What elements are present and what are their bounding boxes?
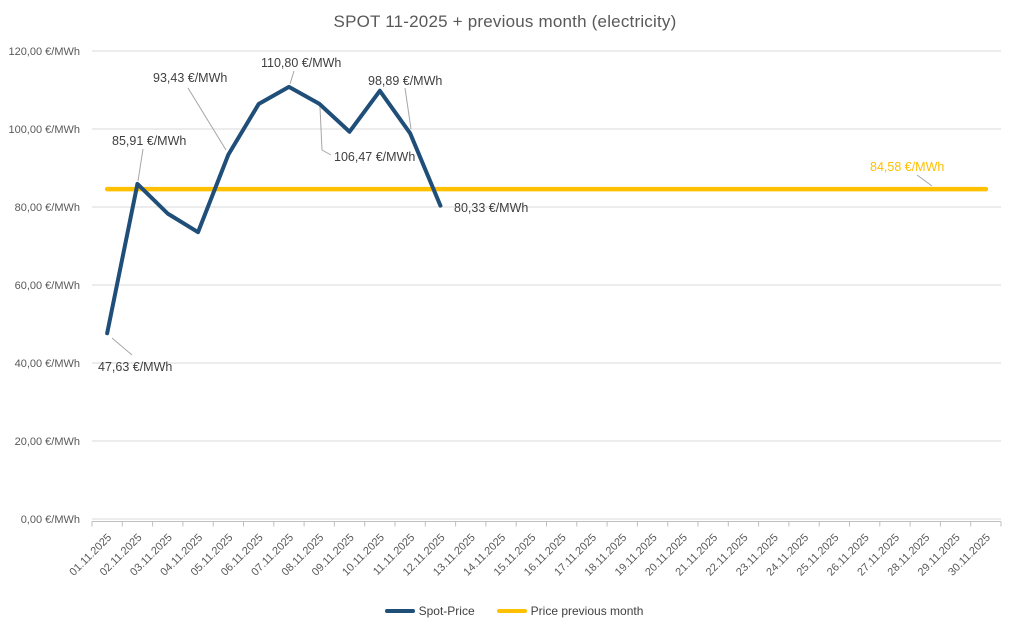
- y-axis-tick-label: 60,00 €/MWh: [15, 280, 80, 292]
- legend-label-price-previous-month: Price previous month: [530, 604, 644, 618]
- legend: Spot-Price Price previous month: [0, 604, 1024, 618]
- data-label-leader-line: [916, 174, 933, 187]
- y-axis-tick-label: 80,00 €/MWh: [15, 202, 80, 214]
- data-label: 80,33 €/MWh: [454, 201, 528, 215]
- data-label: 93,43 €/MWh: [153, 71, 227, 85]
- data-label-leader-line: [319, 106, 332, 156]
- y-axis-tick-label: 20,00 €/MWh: [15, 436, 80, 448]
- data-label: 106,47 €/MWh: [334, 150, 415, 164]
- data-label-leader-line: [289, 70, 295, 85]
- spot-price-line: [105, 84, 443, 336]
- data-label-leader-line: [187, 87, 227, 151]
- spot-price-line-sample: [384, 609, 415, 613]
- y-axis-tick-label: 100,00 €/MWh: [8, 124, 80, 136]
- data-label: 98,89 €/MWh: [368, 74, 442, 88]
- data-label: 110,80 €/MWh: [261, 56, 341, 70]
- y-axis-tick-label: 0,00 €/MWh: [21, 514, 80, 526]
- legend-label-spot-price: Spot-Price: [418, 604, 475, 618]
- data-label: 85,91 €/MWh: [112, 134, 186, 148]
- data-label: 47,63 €/MWh: [98, 360, 172, 374]
- legend-item-spot-price: Spot-Price: [384, 604, 475, 618]
- data-label-leader-line: [111, 337, 133, 356]
- data-label: 84,58 €/MWh: [870, 160, 944, 174]
- chart-title: SPOT 11-2025 + previous month (electrici…: [333, 12, 677, 31]
- prev-month-line-sample: [496, 609, 527, 613]
- legend-item-price-previous-month: Price previous month: [496, 604, 644, 618]
- y-axis-tick-label: 120,00 €/MWh: [8, 46, 80, 58]
- data-label-leader-line: [137, 148, 144, 182]
- y-axis-tick-label: 40,00 €/MWh: [15, 358, 80, 370]
- data-label-leader-line: [404, 87, 412, 130]
